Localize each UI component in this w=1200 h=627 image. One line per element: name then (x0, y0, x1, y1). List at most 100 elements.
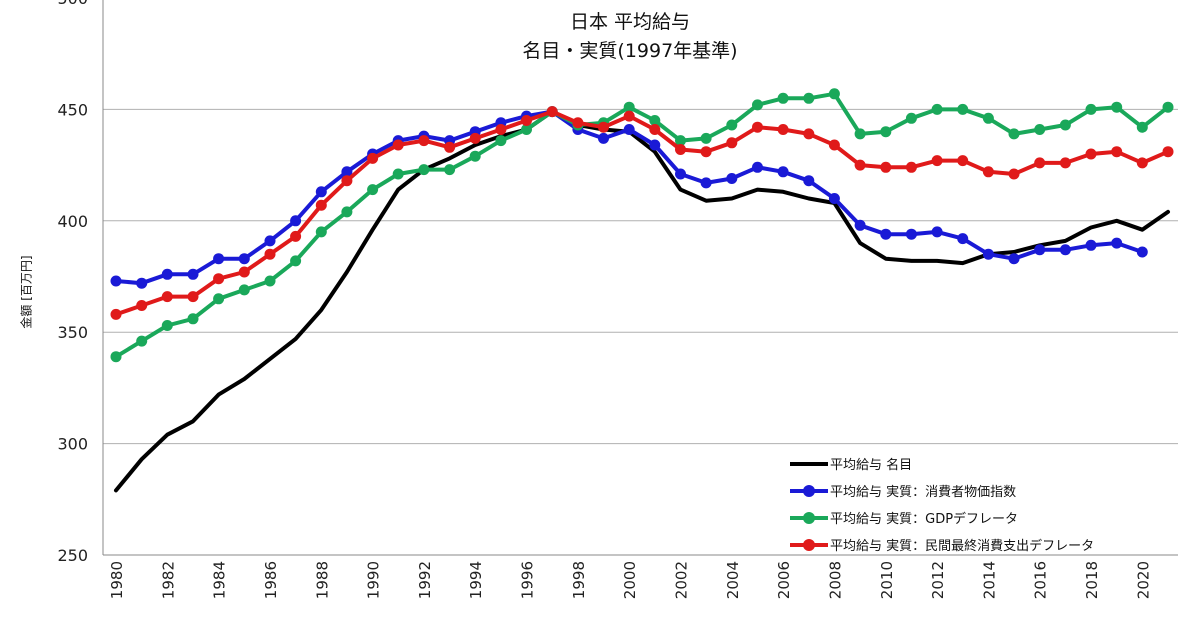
chart-subtitle: 名目・実質(1997年基準) (522, 40, 738, 62)
data-point-2 (418, 164, 430, 176)
series-line-0 (114, 109, 1170, 493)
legend: 平均給与 名目 平均給与 実質：消費者物価指数 平均給与 実質：GDPデフレータ… (790, 450, 1094, 558)
data-point-3 (1034, 157, 1046, 169)
data-point-1 (982, 248, 994, 260)
data-point-3 (854, 159, 866, 171)
data-point-1 (136, 277, 148, 289)
data-point-2 (110, 351, 122, 363)
data-point-3 (187, 291, 199, 303)
data-point-3 (880, 161, 892, 173)
data-point-2 (1111, 101, 1123, 113)
x-tick-label: 1990 (365, 561, 383, 599)
data-point-2 (700, 132, 712, 144)
data-point-1 (623, 124, 635, 135)
data-point-3 (521, 115, 532, 126)
data-point-2 (752, 99, 763, 111)
data-point-2 (521, 124, 532, 135)
data-point-3 (315, 199, 327, 211)
data-point-1 (1111, 237, 1123, 249)
data-point-2 (1136, 121, 1148, 133)
x-tick-label: 1992 (416, 561, 434, 599)
data-point-1 (238, 253, 250, 265)
data-point-2 (1162, 101, 1174, 113)
data-point-3 (777, 124, 789, 135)
data-point-1 (110, 275, 122, 287)
x-tick-label: 2004 (724, 561, 742, 599)
data-point-1 (315, 186, 327, 198)
x-tick-label: 2002 (672, 561, 690, 599)
y-tick-label: 250 (57, 546, 88, 565)
legend-swatch-icon (790, 511, 828, 524)
x-tick-label: 2014 (980, 561, 998, 599)
legend-label: 平均給与 名目 (830, 458, 913, 473)
data-point-2 (469, 150, 481, 162)
x-tick-label: 1984 (211, 561, 229, 599)
data-point-2 (905, 112, 917, 124)
data-point-1 (828, 193, 840, 204)
data-point-3 (649, 124, 661, 135)
x-tick-label: 1986 (262, 561, 280, 599)
x-tick-label: 2018 (1083, 561, 1101, 599)
data-point-1 (213, 253, 225, 265)
data-point-3 (110, 308, 122, 320)
data-point-2 (264, 275, 276, 287)
data-point-3 (495, 124, 507, 135)
data-point-1 (1008, 253, 1020, 265)
y-tick-label: 350 (57, 323, 88, 342)
data-point-1 (957, 233, 969, 245)
data-point-2 (931, 103, 943, 115)
data-point-3 (469, 132, 481, 144)
data-point-3 (264, 248, 276, 260)
data-point-3 (957, 155, 969, 167)
x-tick-label: 1980 (108, 561, 126, 599)
data-point-3 (828, 139, 840, 151)
x-tick-label: 2016 (1032, 561, 1050, 599)
data-point-2 (1034, 124, 1046, 135)
data-point-1 (187, 268, 199, 280)
data-point-1 (700, 177, 712, 189)
data-point-3 (1136, 157, 1148, 169)
data-point-2 (444, 164, 456, 176)
data-point-1 (161, 268, 173, 280)
data-point-1 (854, 219, 866, 231)
legend-item-pce: 平均給与 実質：民間最終消費支出デフレータ (790, 531, 1094, 558)
data-point-3 (905, 161, 917, 173)
x-tick-label: 2000 (621, 561, 639, 599)
x-tick-label: 2006 (775, 561, 793, 599)
data-point-2 (828, 88, 840, 100)
data-point-2 (161, 320, 173, 331)
data-point-2 (675, 135, 686, 147)
data-point-3 (803, 128, 815, 140)
data-point-3 (572, 117, 584, 129)
data-point-2 (777, 92, 789, 104)
legend-swatch-icon (790, 538, 828, 551)
data-point-1 (931, 226, 943, 238)
data-point-3 (367, 152, 379, 164)
legend-swatch-icon (790, 484, 828, 497)
data-point-2 (1085, 103, 1097, 115)
data-point-1 (1136, 246, 1148, 258)
data-point-3 (1111, 146, 1123, 158)
data-point-2 (187, 313, 199, 325)
data-point-3 (546, 106, 558, 118)
data-point-1 (264, 235, 276, 247)
data-point-2 (315, 226, 327, 238)
data-point-3 (418, 135, 430, 147)
data-point-3 (598, 121, 609, 133)
data-point-1 (1085, 239, 1097, 251)
x-tick-label: 1982 (159, 561, 177, 599)
data-point-2 (1059, 119, 1071, 131)
data-point-2 (392, 168, 404, 180)
data-point-1 (1034, 244, 1046, 256)
data-point-1 (675, 168, 686, 180)
data-point-2 (136, 335, 148, 347)
data-point-3 (161, 291, 173, 303)
data-point-3 (238, 266, 250, 278)
x-tick-label: 2012 (929, 561, 947, 599)
x-tick-label: 2020 (1134, 561, 1152, 599)
chart-title: 日本 平均給与 (569, 11, 691, 33)
data-point-2 (367, 184, 379, 196)
legend-item-cpi: 平均給与 実質：消費者物価指数 (790, 477, 1094, 504)
x-tick-label: 1988 (313, 561, 331, 599)
